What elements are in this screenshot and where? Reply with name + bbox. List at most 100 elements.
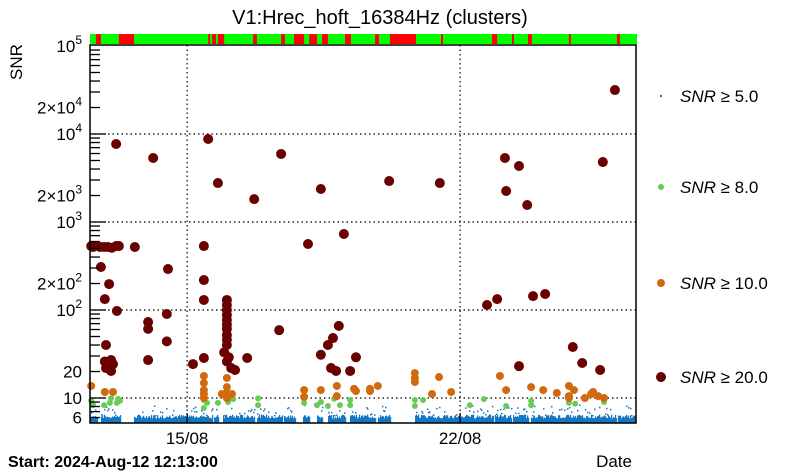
snr-10-point: [199, 371, 208, 380]
snr-5-point-column: [365, 415, 367, 423]
snr-5-point: [523, 408, 525, 411]
snr-5-point: [416, 411, 418, 414]
snr-5-point: [427, 408, 429, 411]
snr-5-point: [274, 414, 276, 417]
segment-bad: [281, 34, 285, 44]
snr-5-point-column: [476, 417, 478, 423]
legend-marker: [657, 279, 665, 287]
snr-5-point-column: [628, 415, 630, 423]
snr-5-point-column: [280, 417, 282, 423]
snr-5-point: [585, 408, 587, 411]
snr-5-point-column: [145, 418, 147, 423]
snr-20-point: [514, 361, 524, 372]
snr-5-point-column: [632, 417, 634, 423]
y-axis-label: SNR: [7, 44, 26, 80]
segment-bad: [322, 34, 328, 44]
segment-bad: [527, 34, 532, 44]
y-tick-exponent: 2: [75, 297, 82, 311]
snr-5-point-column: [621, 418, 623, 423]
snr-5-point: [257, 413, 259, 415]
snr-8-point: [117, 397, 124, 404]
snr-5-point-column: [626, 414, 628, 423]
snr-5-point: [543, 407, 545, 410]
snr-20-point: [212, 178, 223, 189]
snr-5-point-column: [479, 416, 481, 423]
snr-5-point-column: [541, 416, 543, 423]
snr-5-point-column: [467, 415, 469, 423]
snr-5-point-column: [577, 415, 579, 423]
legend-label-variable: SNR: [680, 274, 716, 293]
snr-5-point-column: [627, 417, 629, 423]
snr-8-point: [528, 402, 535, 409]
snr-20-point: [143, 355, 154, 366]
y-tick-label: 10: [63, 389, 82, 408]
snr-8-point: [106, 399, 113, 406]
snr-8-point: [347, 396, 354, 403]
snr-5-point-column: [190, 416, 192, 423]
snr-5-point-column: [465, 416, 467, 423]
snr-5-point-column: [199, 417, 201, 423]
snr-5-point-column: [290, 415, 292, 423]
snr-8-point: [255, 402, 262, 409]
snr-5-point: [224, 414, 226, 417]
segment-bad: [492, 34, 498, 44]
snr-5-point: [594, 408, 596, 411]
snr-5-point-column: [605, 416, 607, 423]
snr-5-point-column: [105, 416, 107, 423]
snr-5-point-column: [271, 416, 273, 423]
y-tick-mantissa: 10: [56, 213, 75, 232]
snr-20-point: [514, 160, 524, 171]
snr-5-point: [473, 411, 475, 413]
snr-5-point-column: [245, 418, 247, 423]
snr-5-point-column: [117, 415, 119, 423]
snr-5-point-column: [192, 416, 194, 423]
snr-5-point-column: [542, 416, 544, 423]
snr-5-point-column: [270, 418, 272, 423]
snr-5-point-column: [574, 417, 576, 423]
snr-5-point-column: [265, 417, 267, 423]
snr-5-point: [264, 408, 266, 410]
snr-8-point: [347, 402, 354, 409]
snr-5-point: [465, 407, 467, 409]
snr-5-point: [626, 405, 628, 408]
snr-5-point: [422, 412, 424, 414]
snr-5-point-column: [419, 418, 421, 423]
snr-5-point: [251, 408, 253, 411]
snr-8-point: [572, 400, 579, 407]
legend-label-variable: SNR: [680, 368, 716, 387]
snr-5-point-column: [379, 418, 381, 423]
snr-5-point: [429, 411, 431, 413]
snr-5-point-column: [594, 418, 596, 423]
snr-5-point-column: [274, 418, 276, 423]
snr-10-point: [222, 394, 231, 402]
legend-label: SNR ≥ 8.0: [680, 178, 758, 197]
legend-label: SNR ≥ 5.0: [680, 87, 758, 106]
snr-5-point-column: [607, 417, 609, 423]
snr-5-point-column: [570, 414, 572, 423]
snr-5-point-column: [305, 415, 307, 423]
snr-5-point: [481, 409, 483, 412]
snr-5-point: [254, 409, 256, 411]
snr-5-point: [115, 414, 117, 416]
snr-5-point-column: [97, 417, 99, 423]
segment-bad: [293, 34, 305, 44]
snr-5-point-column: [482, 415, 484, 423]
snr-5-point-column: [272, 416, 274, 423]
snr-5-point-column: [421, 414, 423, 423]
snr-8-point: [411, 403, 418, 410]
legend-label: SNR ≥ 20.0: [680, 368, 768, 387]
snr-20-point: [161, 336, 172, 347]
snr-5-point-column: [440, 418, 442, 423]
snr-5-point-column: [278, 416, 280, 423]
legend-marker: [658, 184, 664, 190]
snr-5-point-column: [374, 417, 376, 423]
snr-5-point-column: [361, 415, 363, 423]
snr-5-point: [587, 411, 589, 414]
snr-5-point-column: [208, 416, 210, 423]
y-tick-label: 6: [73, 409, 82, 428]
snr-5-point-column: [93, 416, 95, 423]
snr-5-point-column: [455, 415, 457, 423]
snr-5-point: [526, 410, 528, 413]
snr-5-point-column: [147, 418, 149, 423]
